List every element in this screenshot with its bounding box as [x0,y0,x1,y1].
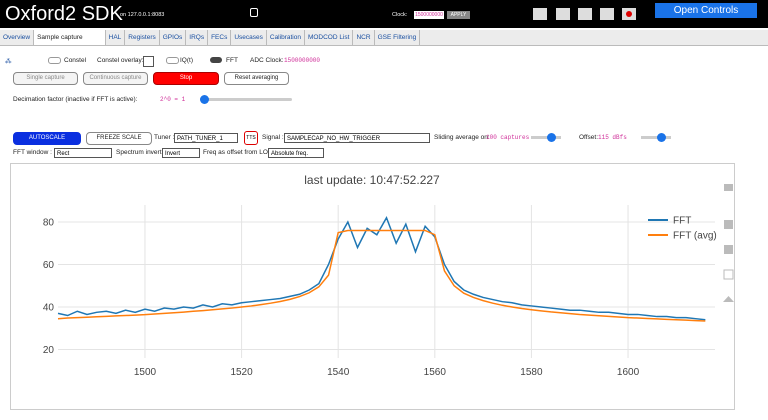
icon: ⁂ [5,58,12,65]
tab[interactable]: GPIOs [160,30,187,45]
x-tick-label: 1560 [424,367,447,378]
toggle[interactable] [48,57,61,64]
tab-bar: Overview Sample capture HAL Registers GPIOs I… [0,30,768,46]
clock-label: Clock: [392,12,408,18]
zoom-out-icon[interactable] [724,245,733,254]
icon-button[interactable] [556,8,570,20]
tab[interactable]: Sample capture [34,30,106,45]
y-tick-label: 80 [43,218,55,229]
label: FFT window : [13,149,52,156]
zoom-in-icon[interactable] [724,220,733,229]
tab[interactable]: NCR [353,30,375,45]
stop-button[interactable]: Stop [153,72,219,85]
label: Constel [64,57,87,64]
y-tick-label: 20 [43,345,55,356]
header-bar [0,0,768,28]
select[interactable]: PATH_TUNER_1 [174,133,238,143]
y-tick-label: 40 [43,303,55,314]
legend-label: FFT [673,216,691,227]
x-tick-label: 1500 [134,367,157,378]
value: 2^0 = 1 [160,96,186,103]
label: IQ(t) [180,57,193,64]
value: 1500000000 [284,57,321,64]
series-line [57,229,706,322]
checkbox[interactable] [143,56,154,67]
autoscale-button[interactable]: AUTOSCALE [13,132,81,145]
home-icon[interactable] [723,296,734,302]
legend-label: FFT (avg) [673,231,717,242]
label: Signal : [262,134,284,141]
tab[interactable]: IRQs [186,30,209,45]
button[interactable]: Single capture [13,72,78,85]
tab[interactable]: Calibration [267,30,305,45]
tab[interactable]: Overview [0,30,35,45]
lock-icon[interactable] [250,8,258,17]
x-tick-label: 1520 [230,367,253,378]
tab[interactable]: HAL [106,30,126,45]
icon-button[interactable] [533,8,547,20]
label: Offset: [579,134,599,141]
value: 115 dBfs [598,134,627,141]
label: Freq as offset from LO : [203,149,272,156]
toggle[interactable] [166,57,179,64]
select[interactable]: SAMPLECAP_NO_HW_TRIGGER [284,133,430,143]
clock-input[interactable]: 1500000000 [414,11,444,19]
autoscale-icon[interactable] [723,269,734,280]
toggle[interactable] [210,57,222,63]
label: Tuner : [154,134,175,141]
modebar [723,184,734,302]
x-tick-label: 1600 [617,367,640,378]
tab[interactable]: FECs [208,30,232,45]
select[interactable]: Invert [162,148,200,158]
chart: last update: 10:47:52.227 20 40 60 80 1500 15… [10,163,735,410]
x-tick-label: 1580 [520,367,543,378]
label: FFT [226,57,238,64]
series-line [57,215,706,321]
select[interactable]: Absolute freq. [268,148,324,158]
y-tick-label: 60 [43,260,55,271]
slider[interactable] [531,133,561,142]
label: Decimation factor (inactive if FFT is ac… [13,96,138,103]
button[interactable]: Reset averaging [224,72,289,85]
label: Spectrum invert : [116,149,166,156]
apply-button[interactable]: APPLY [447,11,470,19]
camera-icon[interactable] [724,184,733,191]
record-button[interactable] [622,8,636,20]
label: ADC Clock: [250,57,284,64]
app-title: Oxford2 SDK [5,3,123,25]
chart-title: last update: 10:47:52.227 [304,173,440,187]
tab[interactable]: GSE Filtering [375,30,421,45]
open-controls-button[interactable]: Open Controls [655,3,757,18]
value: 100 captures [486,134,530,141]
icon-button[interactable] [578,8,592,20]
select[interactable]: Rect [54,148,112,158]
tab[interactable]: Usecases [231,30,267,45]
slider[interactable] [641,133,671,142]
slider[interactable] [200,95,292,104]
host: on 127.0.0.1:8083 [120,12,165,18]
chart-frame [10,163,735,410]
x-tick-label: 1540 [327,367,350,378]
tab[interactable]: MODCOD List [305,30,354,45]
tts-button[interactable]: TTS [244,131,258,145]
button[interactable]: Continuous capture [83,72,148,85]
label: Sliding average on: [434,134,490,141]
tab[interactable]: Registers [125,30,160,45]
button[interactable]: FREEZE SCALE [86,132,152,145]
icon-button[interactable] [600,8,614,20]
label: Constel overlay: [97,57,144,64]
